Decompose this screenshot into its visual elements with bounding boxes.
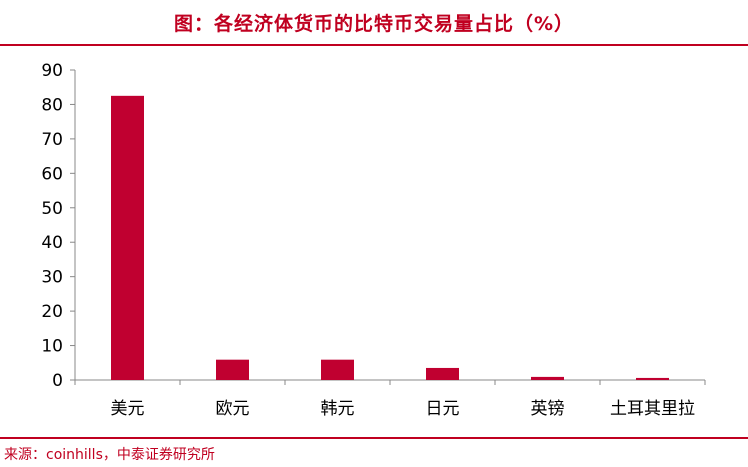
y-tick-label: 60 bbox=[41, 164, 63, 184]
x-tick-label: 美元 bbox=[111, 399, 145, 419]
title-divider bbox=[0, 44, 748, 46]
bar bbox=[216, 359, 249, 380]
footer-divider bbox=[0, 437, 748, 439]
chart-title: 图：各经济体货币的比特币交易量占比（%） bbox=[173, 13, 575, 35]
bar bbox=[636, 377, 669, 380]
y-tick-label: 0 bbox=[52, 371, 63, 391]
x-tick-label: 土耳其里拉 bbox=[610, 399, 695, 419]
y-tick-label: 20 bbox=[41, 302, 63, 322]
y-tick-label: 10 bbox=[41, 337, 63, 357]
x-tick-label: 日元 bbox=[426, 399, 460, 419]
bar bbox=[111, 95, 144, 380]
x-tick-label: 欧元 bbox=[216, 399, 250, 419]
y-tick-label: 50 bbox=[41, 199, 63, 219]
source-note: 来源：coinhills，中泰证券研究所 bbox=[4, 447, 215, 463]
y-tick-label: 70 bbox=[41, 130, 63, 150]
bar bbox=[531, 376, 564, 380]
y-tick-label: 80 bbox=[41, 95, 63, 115]
x-tick-label: 韩元 bbox=[321, 399, 355, 419]
bar-chart: 0 10 20 30 40 50 60 70 80 90 美元 欧元 韩元 日元 英镑 土耳其里拉 bbox=[41, 61, 706, 419]
y-tick-label: 30 bbox=[41, 268, 63, 288]
y-tick-label: 40 bbox=[41, 233, 63, 253]
x-tick-label: 英镑 bbox=[531, 399, 565, 419]
bar bbox=[426, 367, 459, 380]
y-tick-label: 90 bbox=[41, 61, 63, 81]
bar bbox=[321, 359, 354, 380]
